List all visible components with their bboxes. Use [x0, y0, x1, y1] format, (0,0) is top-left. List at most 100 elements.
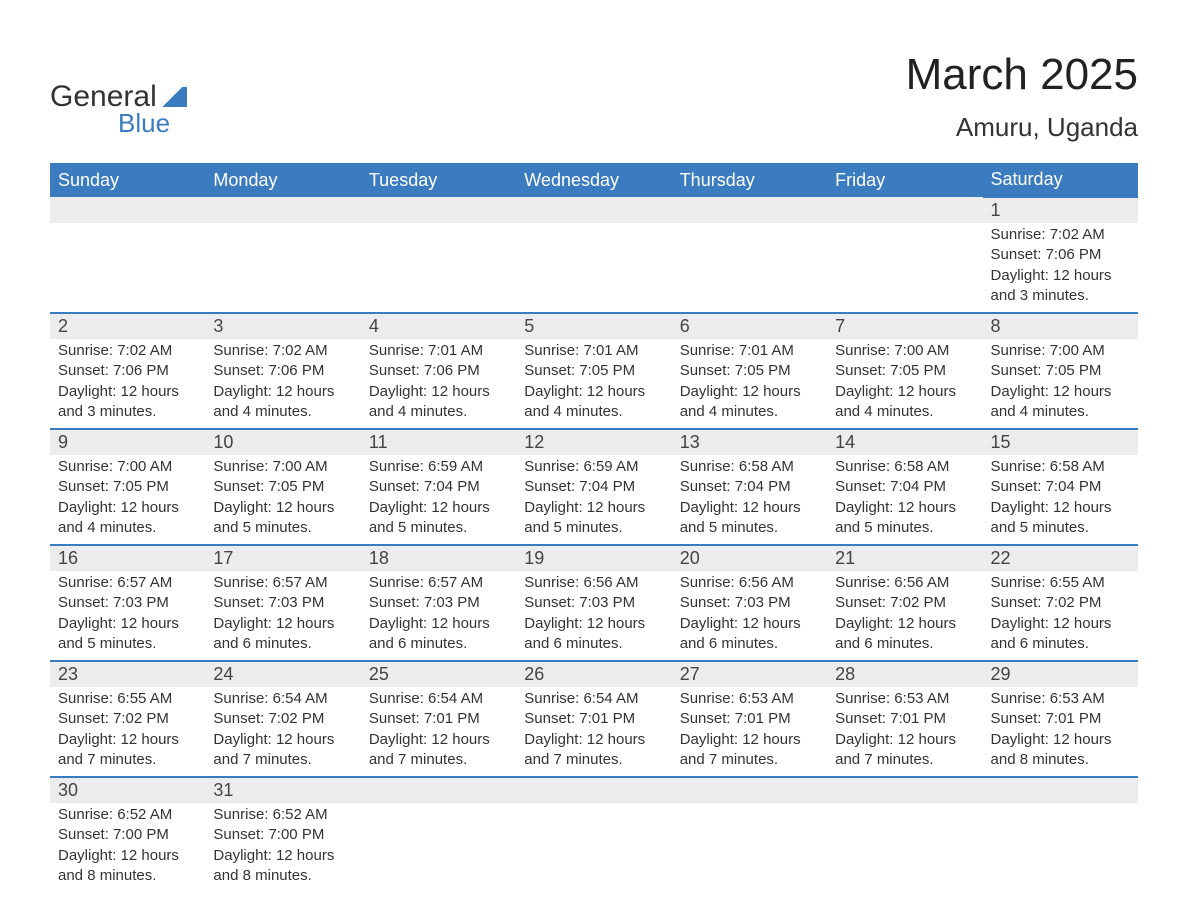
day-header-row: Sunday Monday Tuesday Wednesday Thursday… — [50, 163, 1138, 197]
day-number: 28 — [827, 662, 982, 687]
day-content-cell: Sunrise: 7:02 AMSunset: 7:06 PMDaylight:… — [50, 339, 205, 429]
day-details: Sunrise: 6:59 AMSunset: 7:04 PMDaylight:… — [524, 457, 663, 538]
daylight-line: Daylight: 12 hours and 8 minutes. — [213, 846, 352, 887]
day-details: Sunrise: 6:56 AMSunset: 7:03 PMDaylight:… — [524, 573, 663, 654]
daylight-line: Daylight: 12 hours and 5 minutes. — [680, 498, 819, 539]
day-number-cell: 9 — [50, 429, 205, 455]
sunset-line: Sunset: 7:01 PM — [835, 709, 974, 729]
day-number: 10 — [205, 430, 360, 455]
day-content-cell — [516, 223, 671, 313]
location: Amuru, Uganda — [906, 112, 1138, 143]
sunset-line: Sunset: 7:03 PM — [524, 593, 663, 613]
sunset-line: Sunset: 7:03 PM — [369, 593, 508, 613]
day-number-cell: 8 — [983, 313, 1138, 339]
sunset-line: Sunset: 7:04 PM — [680, 477, 819, 497]
day-content-cell — [50, 223, 205, 313]
day-number: 3 — [205, 314, 360, 339]
calendar-body: 1Sunrise: 7:02 AMSunset: 7:06 PMDaylight… — [50, 197, 1138, 892]
day-details: Sunrise: 6:56 AMSunset: 7:02 PMDaylight:… — [835, 573, 974, 654]
sunset-line: Sunset: 7:00 PM — [58, 825, 197, 845]
day-number: 17 — [205, 546, 360, 571]
day-details: Sunrise: 6:53 AMSunset: 7:01 PMDaylight:… — [835, 689, 974, 770]
day-number: 30 — [50, 778, 205, 803]
day-number: 4 — [361, 314, 516, 339]
daylight-line: Daylight: 12 hours and 8 minutes. — [58, 846, 197, 887]
day-content-cell: Sunrise: 6:57 AMSunset: 7:03 PMDaylight:… — [361, 571, 516, 661]
sunrise-line: Sunrise: 6:56 AM — [524, 573, 663, 593]
day-number: 18 — [361, 546, 516, 571]
day-number: 19 — [516, 546, 671, 571]
sunrise-line: Sunrise: 7:02 AM — [213, 341, 352, 361]
sunrise-line: Sunrise: 6:53 AM — [680, 689, 819, 709]
day-number: 6 — [672, 314, 827, 339]
day-details: Sunrise: 6:52 AMSunset: 7:00 PMDaylight:… — [213, 805, 352, 886]
daylight-line: Daylight: 12 hours and 6 minutes. — [369, 614, 508, 655]
sunrise-line: Sunrise: 6:55 AM — [58, 689, 197, 709]
sunrise-line: Sunrise: 7:02 AM — [991, 225, 1130, 245]
sunset-line: Sunset: 7:04 PM — [835, 477, 974, 497]
day-details: Sunrise: 7:01 AMSunset: 7:06 PMDaylight:… — [369, 341, 508, 422]
day-number-cell — [827, 777, 982, 803]
logo-text-blue: Blue — [118, 108, 170, 139]
sunset-line: Sunset: 7:01 PM — [991, 709, 1130, 729]
day-content-cell: Sunrise: 7:01 AMSunset: 7:05 PMDaylight:… — [516, 339, 671, 429]
day-number: 7 — [827, 314, 982, 339]
daylight-line: Daylight: 12 hours and 6 minutes. — [524, 614, 663, 655]
day-details: Sunrise: 6:59 AMSunset: 7:04 PMDaylight:… — [369, 457, 508, 538]
day-details: Sunrise: 7:01 AMSunset: 7:05 PMDaylight:… — [524, 341, 663, 422]
day-number-cell: 12 — [516, 429, 671, 455]
daylight-line: Daylight: 12 hours and 4 minutes. — [680, 382, 819, 423]
sunrise-line: Sunrise: 6:57 AM — [58, 573, 197, 593]
day-header: Tuesday — [361, 163, 516, 197]
sunrise-line: Sunrise: 6:55 AM — [991, 573, 1130, 593]
daylight-line: Daylight: 12 hours and 7 minutes. — [369, 730, 508, 771]
day-number-cell — [827, 197, 982, 223]
title-block: March 2025 Amuru, Uganda — [906, 50, 1138, 143]
day-content-cell: Sunrise: 6:52 AMSunset: 7:00 PMDaylight:… — [205, 803, 360, 892]
day-number-cell: 10 — [205, 429, 360, 455]
day-number-row: 9101112131415 — [50, 429, 1138, 455]
day-number-cell: 21 — [827, 545, 982, 571]
day-details: Sunrise: 7:00 AMSunset: 7:05 PMDaylight:… — [835, 341, 974, 422]
daylight-line: Daylight: 12 hours and 5 minutes. — [58, 614, 197, 655]
day-content-cell: Sunrise: 7:01 AMSunset: 7:06 PMDaylight:… — [361, 339, 516, 429]
daylight-line: Daylight: 12 hours and 3 minutes. — [991, 266, 1130, 307]
day-number: 25 — [361, 662, 516, 687]
day-header: Monday — [205, 163, 360, 197]
day-details: Sunrise: 7:02 AMSunset: 7:06 PMDaylight:… — [58, 341, 197, 422]
day-details: Sunrise: 7:00 AMSunset: 7:05 PMDaylight:… — [58, 457, 197, 538]
day-number: 11 — [361, 430, 516, 455]
calendar-table: Sunday Monday Tuesday Wednesday Thursday… — [50, 163, 1138, 892]
sunrise-line: Sunrise: 6:58 AM — [991, 457, 1130, 477]
sunset-line: Sunset: 7:06 PM — [991, 245, 1130, 265]
day-number-cell — [361, 777, 516, 803]
day-content-cell: Sunrise: 6:56 AMSunset: 7:03 PMDaylight:… — [672, 571, 827, 661]
day-number-cell: 7 — [827, 313, 982, 339]
daylight-line: Daylight: 12 hours and 7 minutes. — [835, 730, 974, 771]
day-details: Sunrise: 6:52 AMSunset: 7:00 PMDaylight:… — [58, 805, 197, 886]
sunrise-line: Sunrise: 6:54 AM — [213, 689, 352, 709]
day-number-cell — [672, 197, 827, 223]
day-number: 9 — [50, 430, 205, 455]
sunrise-line: Sunrise: 6:54 AM — [369, 689, 508, 709]
sunset-line: Sunset: 7:01 PM — [680, 709, 819, 729]
day-content-cell: Sunrise: 6:58 AMSunset: 7:04 PMDaylight:… — [827, 455, 982, 545]
daylight-line: Daylight: 12 hours and 7 minutes. — [58, 730, 197, 771]
day-number-cell — [205, 197, 360, 223]
sunrise-line: Sunrise: 6:53 AM — [991, 689, 1130, 709]
day-content-cell — [827, 803, 982, 892]
day-number: 14 — [827, 430, 982, 455]
day-number: 22 — [983, 546, 1138, 571]
sunset-line: Sunset: 7:02 PM — [58, 709, 197, 729]
day-content-cell: Sunrise: 6:59 AMSunset: 7:04 PMDaylight:… — [361, 455, 516, 545]
day-number: 5 — [516, 314, 671, 339]
day-number-cell: 25 — [361, 661, 516, 687]
day-content-cell — [672, 223, 827, 313]
day-content-cell: Sunrise: 6:59 AMSunset: 7:04 PMDaylight:… — [516, 455, 671, 545]
day-content-cell — [361, 223, 516, 313]
day-content-cell: Sunrise: 6:57 AMSunset: 7:03 PMDaylight:… — [205, 571, 360, 661]
daylight-line: Daylight: 12 hours and 6 minutes. — [680, 614, 819, 655]
day-number-cell: 26 — [516, 661, 671, 687]
sunset-line: Sunset: 7:05 PM — [680, 361, 819, 381]
day-number-cell: 5 — [516, 313, 671, 339]
